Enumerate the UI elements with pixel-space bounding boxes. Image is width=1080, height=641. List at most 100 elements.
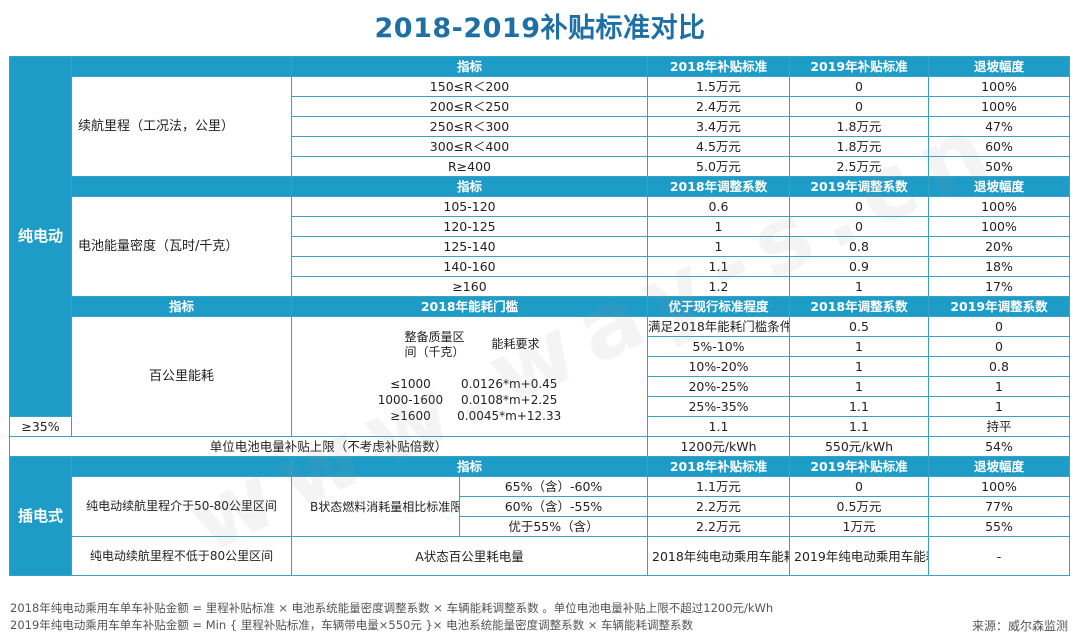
requirement-formula: 0.0108*m+2.25 <box>460 392 558 407</box>
value-2018: 2.4万元 <box>647 96 790 117</box>
header-cell: 2018年补贴标准 <box>647 56 790 77</box>
consumption-threshold: 整备质量区间（千克） 能耗要求 ≤1000 1000-1600 ≥1600 0.0126*… <box>291 316 648 437</box>
decline-rate: 54% <box>928 436 1070 457</box>
phev-range-label: 纯电动续航里程介于50-80公里区间 <box>71 476 292 537</box>
header-cell: 2018年能耗门槛 <box>291 296 648 317</box>
header-cell: 退坡幅度 <box>928 56 1070 77</box>
value-2018: 1.1万元 <box>647 476 790 497</box>
value-2019: 1.8万元 <box>789 116 929 137</box>
consumption-header-row: 指标2018年能耗门槛优于现行标准程度2018年调整系数2019年调整系数退坡幅… <box>10 296 1070 317</box>
threshold-block: 整备质量区间（千克） 能耗要求 ≤1000 1000-1600 ≥1600 0.0126*… <box>293 318 647 436</box>
coef-2018: 1.1 <box>789 396 929 417</box>
table-row: 续航里程（工况法，公里） 150≤R＜200 1.5万元 0 100% <box>10 76 1070 177</box>
table-row: 25%-35%1.119% <box>10 396 1070 417</box>
table-row: 纯电动续航里程介于50-80公里区间B状态燃料消耗量相比标准限值的比例65%（含… <box>10 476 1070 537</box>
range-band: R≥400 <box>291 156 648 177</box>
coef-2019: 1.1 <box>789 416 929 437</box>
header-cell: 2019年补贴标准 <box>789 56 929 77</box>
requirement-header: 能耗要求 <box>491 337 540 351</box>
value-2018: 5.0万元 <box>647 156 790 177</box>
coef-2018: 0.5 <box>789 316 929 337</box>
value-2018: 1.5万元 <box>647 76 790 97</box>
mass-range: 1000-1600 <box>377 392 444 407</box>
density-band: 125-140 <box>291 236 648 257</box>
footnote-2019: 2019年纯电动乘用车单车补贴金额 = Min { 里程补贴标准，车辆带电量×5… <box>10 618 694 632</box>
coef-2019: 1 <box>928 376 1070 397</box>
header-spacer <box>71 56 292 77</box>
footnotes: 2018年纯电动乘用车单车补贴金额 = 里程补贴标准 × 电池系统能量密度调整系… <box>10 600 1070 634</box>
value-2018: 4.5万元 <box>647 136 790 157</box>
table-row: ≥35% 1.1 1.1 持平 <box>9 416 1070 437</box>
table-row: 120-125 1 0 100% <box>10 216 1070 237</box>
decline-rate: 60% <box>928 136 1070 157</box>
coef-2018: 0.6 <box>647 196 790 217</box>
table-row: 140-160 1.1 0.9 18% <box>10 256 1070 277</box>
requirement-formula: 0.0126*m+0.45 <box>460 376 558 391</box>
decline-rate: 17% <box>928 276 1070 297</box>
header-spacer <box>71 176 292 197</box>
coef-2018: 1 <box>789 336 929 357</box>
phev-threshold-2018: 2018年纯电动乘用车能耗门槛条件 <box>647 536 790 576</box>
mass-range-header: 整备质量区间（千克） <box>404 329 465 359</box>
improvement-band: 10%-20% <box>647 356 790 377</box>
value-2018: 2.2万元 <box>647 496 790 517</box>
header-cell: 指标 <box>291 56 648 77</box>
coef-2018: 1.2 <box>647 276 790 297</box>
footnote-2018: 2018年纯电动乘用车单车补贴金额 = 里程补贴标准 × 电池系统能量密度调整系… <box>10 601 774 615</box>
coef-2019: 0 <box>789 196 929 217</box>
decline-rate: 77% <box>928 496 1070 517</box>
value-2018: 3.4万元 <box>647 116 790 137</box>
mass-range: ≥1600 <box>390 408 431 423</box>
consumption-label: 百公里能耗 <box>71 316 292 437</box>
header-cell: 指标 <box>71 296 292 317</box>
value-2019: 1.8万元 <box>789 136 929 157</box>
fuel-band: 60%（含）-55% <box>459 496 648 517</box>
decline-rate: 100% <box>928 96 1070 117</box>
cap-2018: 1200元/kWh <box>647 436 790 457</box>
battery-cap-label: 单位电池电量补贴上限（不考虑补贴倍数） <box>9 436 648 457</box>
decline-rate: 100% <box>928 196 1070 217</box>
value-2019: 2.5万元 <box>789 156 929 177</box>
density-band: 140-160 <box>291 256 648 277</box>
range-band: 200≤R＜250 <box>291 96 648 117</box>
range-band: 300≤R＜400 <box>291 136 648 157</box>
coef-2018: 1 <box>789 356 929 377</box>
decline-rate: 50% <box>928 156 1070 177</box>
coef-2018: 1 <box>647 236 790 257</box>
decline-rate: 47% <box>928 116 1070 137</box>
density-band: 105-120 <box>291 196 648 217</box>
table-row: 优于55%（含） 2.2万元 1万元 55% <box>10 516 1070 537</box>
fuel-band: 优于55%（含） <box>459 516 648 537</box>
coef-2019: 0.9 <box>789 256 929 277</box>
density-header-row: 指标 2018年调整系数 2019年调整系数 退坡幅度 <box>10 176 1070 197</box>
header-cell: 2019年调整系数 <box>789 176 929 197</box>
mass-range: ≤1000 <box>390 376 431 391</box>
improvement-band: 满足2018年能耗门槛条件 <box>647 316 790 337</box>
coef-2018: 1 <box>647 216 790 237</box>
phev-range-80-label: 纯电动续航里程不低于80公里区间 <box>71 536 292 576</box>
header-cell: 2019年补贴标准 <box>789 456 929 477</box>
phev-header-row: 插电式 指标 2018年补贴标准 2019年补贴标准 退坡幅度 <box>9 456 1070 576</box>
table-row: 10%-20%10.820% <box>10 356 1070 377</box>
coef-2018: 1.1 <box>647 416 790 437</box>
category-phev: 插电式 <box>9 456 72 576</box>
header-cell: 退坡幅度 <box>928 456 1070 477</box>
table-row: 20%-25%11持平 <box>10 376 1070 397</box>
decline-rate: 100% <box>928 76 1070 97</box>
value-2019: 0 <box>789 76 929 97</box>
header-cell: 2018年调整系数 <box>789 296 929 317</box>
range-header-row: 纯电动 指标 2018年补贴标准 2019年补贴标准 退坡幅度 <box>9 56 1070 417</box>
coef-2019: 0 <box>928 316 1070 337</box>
subsidy-table: 纯电动 指标 2018年补贴标准 2019年补贴标准 退坡幅度 续航里程（工况法，公里） 1… <box>9 56 1070 576</box>
fuel-band: 65%（含）-60% <box>459 476 648 497</box>
header-cell: 2019年调整系数 <box>928 296 1070 317</box>
table-row: 300≤R＜400 4.5万元 1.8万元 60% <box>10 136 1070 157</box>
header-cell: 指标 <box>291 176 648 197</box>
requirement-formula: 0.0045*m+12.33 <box>457 408 562 423</box>
category-pure-ev: 纯电动 <box>9 56 72 417</box>
decline-rate: 20% <box>928 236 1070 257</box>
header-cell: 2018年调整系数 <box>647 176 790 197</box>
decline-rate: 100% <box>928 216 1070 237</box>
decline-rate: - <box>928 536 1070 576</box>
header-cell: 指标 <box>291 456 648 477</box>
